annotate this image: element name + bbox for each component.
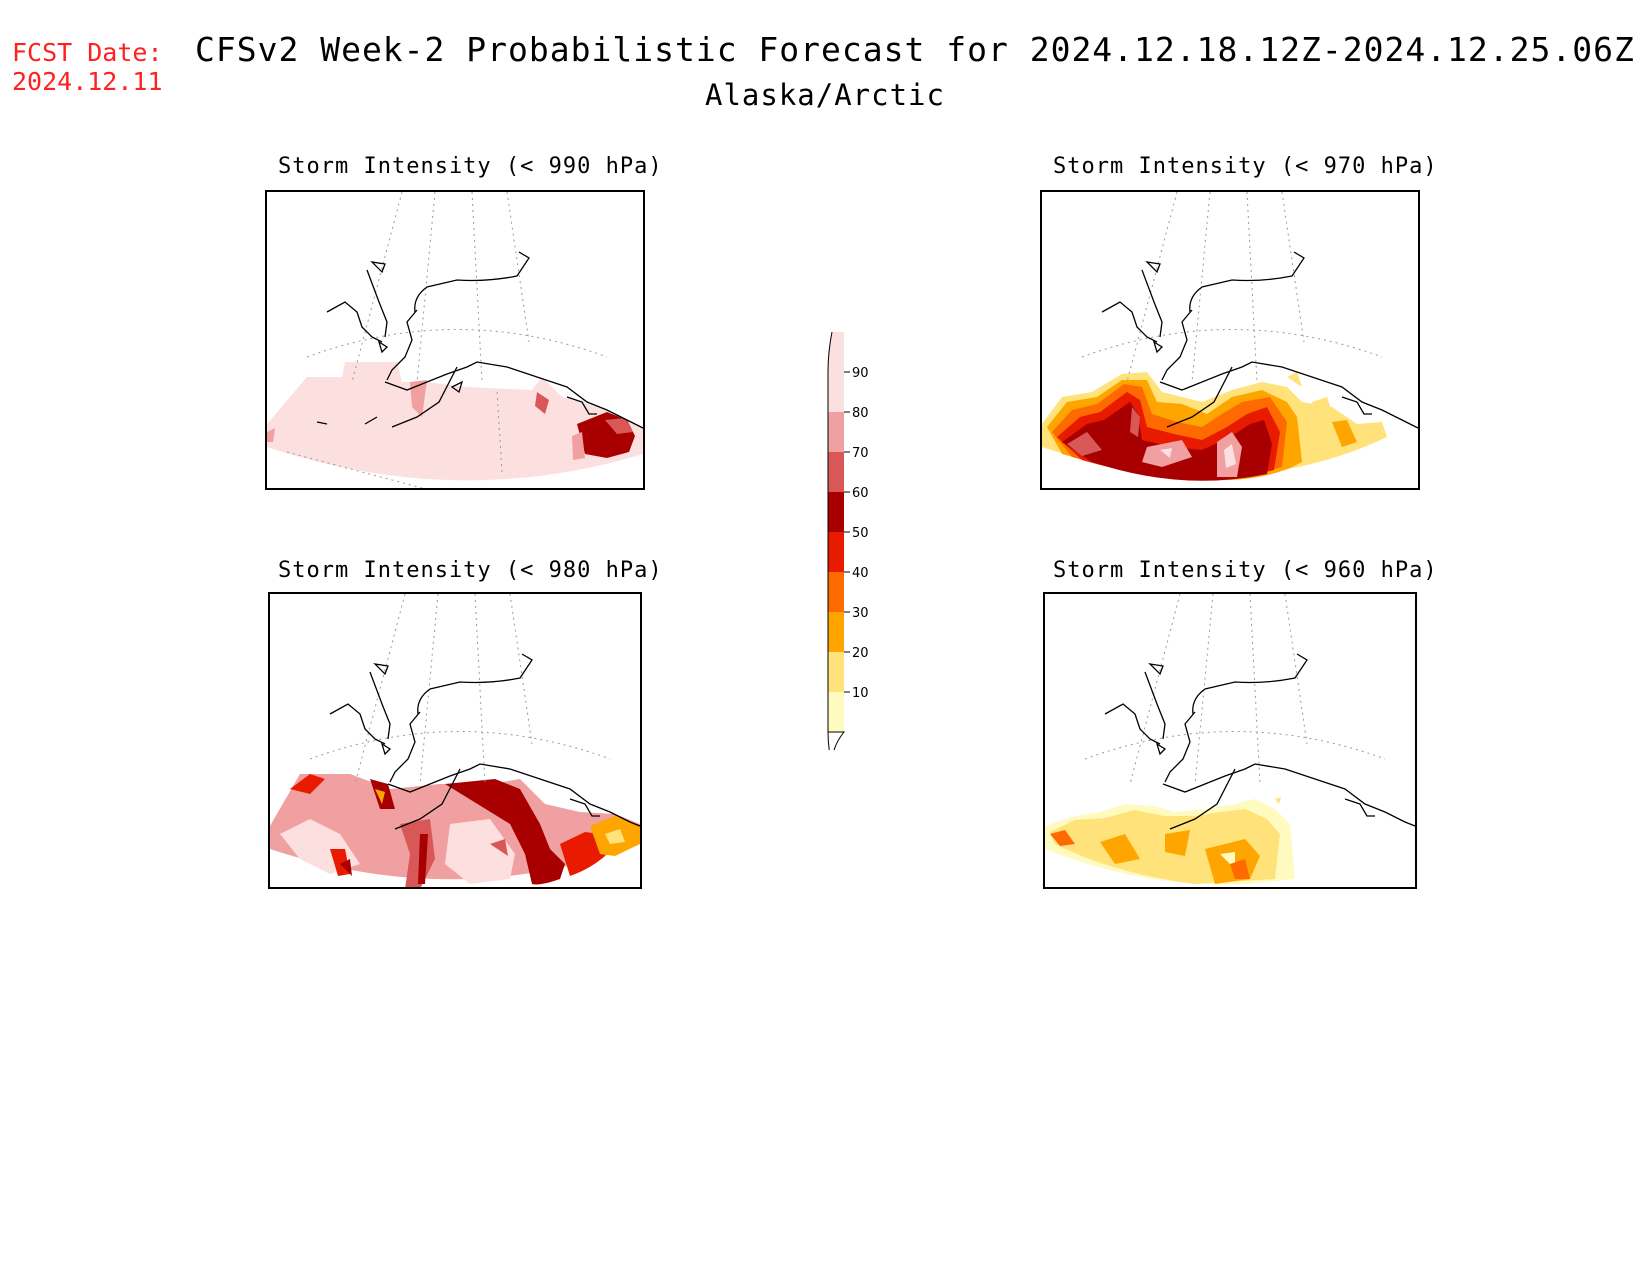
- panel-title-970: Storm Intensity (< 970 hPa): [1053, 154, 1438, 179]
- forecast-date-value: 2024.12.11: [12, 67, 163, 96]
- panel-title-960: Storm Intensity (< 960 hPa): [1053, 558, 1438, 583]
- map-svg-990: [267, 192, 643, 488]
- panel-title-980: Storm Intensity (< 980 hPa): [278, 558, 663, 583]
- probability-shading: [270, 774, 640, 887]
- colorbar-top-extension: [828, 332, 844, 372]
- colorbar-label: 10: [852, 686, 869, 701]
- colorbar-swatch-c50: [828, 532, 844, 572]
- colorbar-swatch-c70: [828, 452, 844, 492]
- colorbar-bottom-extension: [828, 731, 846, 773]
- map-panel-960: [1043, 592, 1417, 889]
- coastlines: [1104, 653, 1415, 830]
- colorbar-label: 40: [852, 566, 869, 581]
- main-title: CFSv2 Week-2 Probabilistic Forecast for …: [195, 30, 1635, 69]
- forecast-date-label: FCST Date:: [12, 38, 163, 67]
- probability-shading: [267, 362, 643, 481]
- graticule: [286, 192, 608, 488]
- colorbar-swatch-c90: [828, 372, 844, 412]
- coastlines: [1101, 251, 1418, 429]
- coastlines: [316, 251, 643, 429]
- region-subtitle: Alaska/Arctic: [705, 78, 945, 112]
- graticule: [1084, 594, 1386, 785]
- colorbar-swatch-c20: [828, 652, 844, 692]
- colorbar-swatch-c30: [828, 612, 844, 652]
- colorbar-swatch-c40: [828, 572, 844, 612]
- colorbar-label: 90: [852, 366, 869, 381]
- map-svg-980: [270, 594, 640, 887]
- graticule: [309, 594, 611, 785]
- graticule: [1081, 192, 1383, 383]
- forecast-date-block: FCST Date: 2024.12.11: [12, 38, 163, 96]
- colorbar-swatch-c10: [828, 692, 844, 732]
- colorbar-label: 70: [852, 446, 869, 461]
- map-panel-980: [268, 592, 642, 889]
- colorbar-swatch-c80: [828, 412, 844, 452]
- panel-title-990: Storm Intensity (< 990 hPa): [278, 154, 663, 179]
- probability-shading: [1045, 797, 1295, 885]
- map-panel-990: [265, 190, 645, 490]
- map-svg-970: [1042, 192, 1418, 481]
- coastlines: [329, 653, 640, 830]
- map-svg-960: [1045, 594, 1415, 885]
- colorbar-label: 20: [852, 646, 869, 661]
- map-panel-970: [1040, 190, 1420, 490]
- colorbar-label: 60: [852, 486, 869, 501]
- colorbar-label: 30: [852, 606, 869, 621]
- probability-shading: [1042, 372, 1387, 481]
- colorbar-label: 50: [852, 526, 869, 541]
- colorbar: 90 80 70 60 50 40 30 20 10: [820, 330, 880, 773]
- colorbar-svg: 90 80 70 60 50 40 30 20 10: [827, 331, 869, 773]
- colorbar-label: 80: [852, 406, 869, 421]
- colorbar-swatch-c60: [828, 492, 844, 532]
